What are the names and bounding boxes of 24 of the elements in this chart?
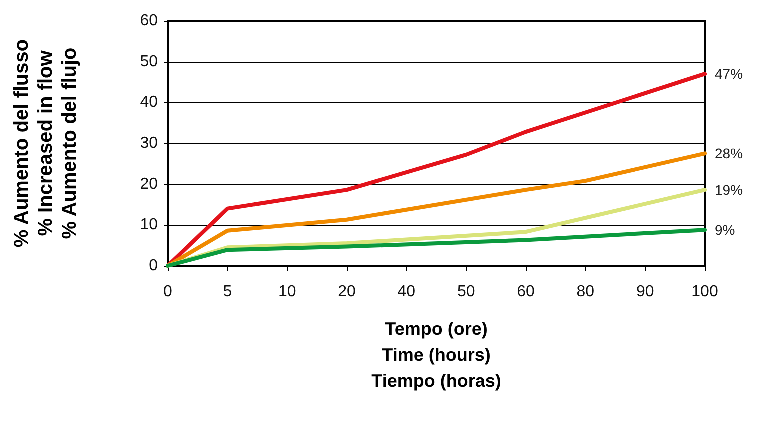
data-label: 28% <box>715 146 744 162</box>
y-tick-label: 0 <box>149 258 158 274</box>
data-label: 47% <box>715 66 744 82</box>
y-axis-title: % Aumento del flusso % Increased in flow % Aumento del flujo <box>11 39 81 248</box>
y-tick-label: 40 <box>140 94 158 112</box>
data-label: 19% <box>715 182 744 198</box>
x-tick-label: 20 <box>338 284 356 300</box>
y-tick-label: 60 <box>140 12 158 30</box>
y-tick-label: 30 <box>140 135 158 152</box>
x-tick-label: 80 <box>576 284 595 300</box>
x-tick-label: 100 <box>692 284 718 300</box>
x-tick-label: 50 <box>457 284 476 300</box>
x-axis-title: Tempo (ore) Time (hours) Tiempo (horas) <box>372 319 502 391</box>
x-tick-label: 40 <box>398 284 416 300</box>
x-tick-label: 60 <box>517 284 535 300</box>
y-tick-label: 50 <box>140 53 158 70</box>
x-tick-label: 0 <box>164 284 173 300</box>
data-label: 9% <box>715 222 736 238</box>
line-series <box>166 228 707 268</box>
y-tick-label: 20 <box>140 176 158 193</box>
y-tick-label: 10 <box>140 216 158 234</box>
x-tick-label: 5 <box>223 284 232 300</box>
x-tick-label: 10 <box>278 284 296 300</box>
x-tick-label: 90 <box>636 284 654 300</box>
